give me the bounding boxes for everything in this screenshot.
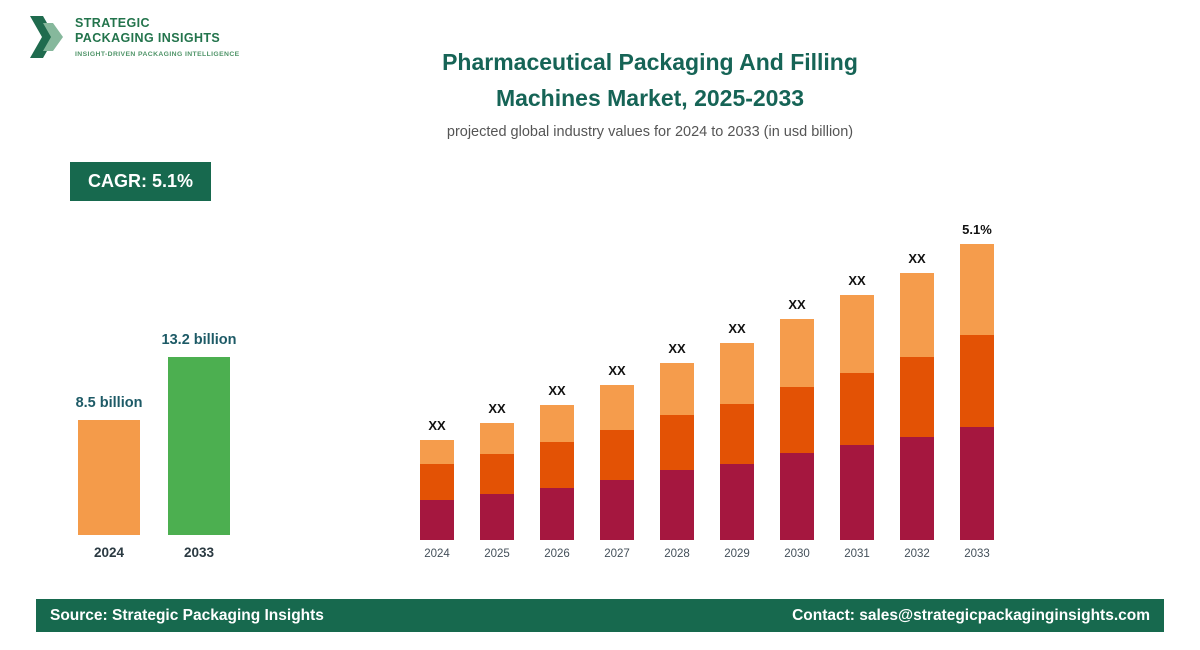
segment-bottom: [720, 464, 754, 540]
year-label: 2026: [544, 548, 570, 560]
year-label: 2028: [664, 548, 690, 560]
segment-middle: [480, 454, 514, 494]
segment-middle: [660, 415, 694, 470]
brand-chevron-icon: [30, 16, 63, 58]
year-label: 2031: [844, 548, 870, 560]
bar-stack: [420, 440, 454, 540]
value-label: 13.2 billion: [161, 331, 237, 348]
segment-middle: [540, 442, 574, 488]
bar-2033: [168, 356, 230, 535]
segment-bottom: [660, 470, 694, 540]
bar-top-label: XX: [428, 418, 446, 433]
segment-top: [540, 405, 574, 442]
projection-column-2025: XX 2025: [480, 401, 514, 560]
year-label: 2024: [424, 548, 450, 560]
projection-column-2027: XX 2027: [600, 363, 634, 560]
segment-top: [900, 273, 934, 357]
bar-stack: [780, 319, 814, 540]
projection-column-2028: XX 2028: [660, 341, 694, 560]
brand-name: STRATEGIC PACKAGING INSIGHTS INSIGHT-DRI…: [75, 14, 240, 58]
brand-name-line1: STRATEGIC: [75, 16, 150, 30]
bar-top-label: XX: [608, 363, 626, 378]
year-label: 2025: [484, 548, 510, 560]
projection-stacked-chart: XX 2024 XX 2025 XX 2026 XX 2027 XX 2028 XX 2029 XX 20…: [420, 222, 994, 560]
comparison-column-2024: 8.5 billion 2024: [75, 395, 143, 560]
brand-logo: STRATEGIC PACKAGING INSIGHTS INSIGHT-DRI…: [28, 14, 240, 60]
bar-top-label: XX: [488, 401, 506, 416]
bar-top-label: 5.1%: [962, 222, 992, 237]
value-label: 8.5 billion: [75, 395, 143, 412]
year-label: 2033: [183, 545, 215, 560]
bar-stack: [900, 273, 934, 540]
segment-bottom: [960, 427, 994, 540]
year-label: 2027: [604, 548, 630, 560]
segment-top: [780, 319, 814, 387]
segment-top: [840, 295, 874, 373]
bar-stack: [600, 385, 634, 540]
segment-top: [720, 343, 754, 404]
segment-top: [480, 423, 514, 454]
segment-top: [420, 440, 454, 464]
segment-top: [960, 244, 994, 335]
segment-bottom: [900, 437, 934, 540]
segment-bottom: [600, 480, 634, 540]
segment-middle: [840, 373, 874, 445]
year-label: 2033: [964, 548, 990, 560]
segment-middle: [960, 335, 994, 427]
year-label: 2030: [784, 548, 810, 560]
segment-middle: [900, 357, 934, 437]
bar-top-label: XX: [788, 297, 806, 312]
page-subtitle: projected global industry values for 202…: [446, 124, 854, 140]
bar-top-label: XX: [848, 273, 866, 288]
brand-name-line2: PACKAGING INSIGHTS: [75, 31, 221, 45]
comparison-chart: 8.5 billion 2024 13.2 billion 2033: [75, 332, 237, 560]
segment-middle: [720, 404, 754, 464]
projection-column-2026: XX 2026: [540, 383, 574, 560]
footer-contact: Contact: sales@strategicpackaginginsight…: [792, 606, 1150, 624]
page-title-line2: Machines Market, 2025-2033: [495, 85, 805, 111]
comparison-column-2033: 13.2 billion 2033: [162, 332, 237, 560]
segment-top: [660, 363, 694, 415]
bar-stack: [540, 405, 574, 540]
footer-source: Source: Strategic Packaging Insights: [50, 606, 324, 624]
bar-stack: [960, 244, 994, 540]
segment-bottom: [420, 500, 454, 540]
bar-stack: [660, 363, 694, 540]
bar-top-label: XX: [908, 251, 926, 266]
brand-tagline: INSIGHT-DRIVEN PACKAGING INTELLIGENCE: [75, 51, 240, 58]
bar-stack: [480, 423, 514, 540]
year-label: 2024: [93, 545, 125, 560]
segment-bottom: [540, 488, 574, 540]
page-title: Pharmaceutical Packaging And Filling Mach…: [200, 44, 1100, 116]
segment-bottom: [480, 494, 514, 540]
bar-stack: [840, 295, 874, 540]
projection-column-2033: 5.1% 2033: [960, 222, 994, 560]
year-label: 2029: [724, 548, 750, 560]
year-label: 2032: [904, 548, 930, 560]
bar-top-label: XX: [668, 341, 686, 356]
projection-column-2029: XX 2029: [720, 321, 754, 560]
segment-middle: [420, 464, 454, 500]
cagr-badge: CAGR: 5.1%: [70, 162, 212, 201]
segment-bottom: [780, 453, 814, 540]
segment-bottom: [840, 445, 874, 540]
bar-top-label: XX: [548, 383, 566, 398]
segment-middle: [780, 387, 814, 453]
projection-column-2032: XX 2032: [900, 251, 934, 560]
bar-top-label: XX: [728, 321, 746, 336]
page-title-line1: Pharmaceutical Packaging And Filling: [442, 49, 858, 75]
bar-stack: [720, 343, 754, 540]
segment-top: [600, 385, 634, 430]
footer-bar: Source: Strategic Packaging Insights Con…: [36, 599, 1164, 632]
projection-column-2024: XX 2024: [420, 418, 454, 560]
header: Pharmaceutical Packaging And Filling Mach…: [200, 44, 1100, 140]
projection-column-2030: XX 2030: [780, 297, 814, 560]
bar-2024: [78, 420, 140, 535]
segment-middle: [600, 430, 634, 480]
projection-column-2031: XX 2031: [840, 273, 874, 560]
